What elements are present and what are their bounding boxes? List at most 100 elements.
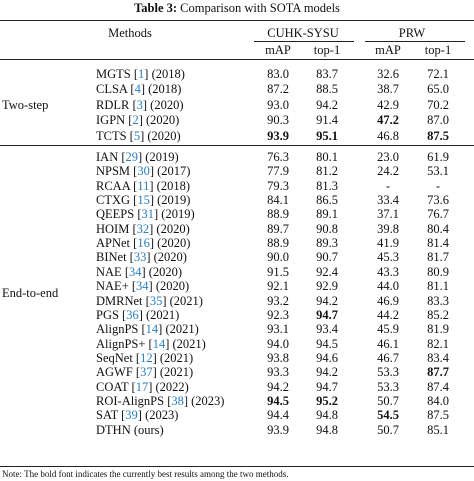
- cell-value: 88.5: [316, 82, 338, 97]
- method-text: SAT [: [96, 408, 126, 423]
- citation: 3: [136, 97, 143, 112]
- method-text: QEEPS [: [96, 207, 142, 222]
- citation: 2: [132, 113, 139, 128]
- method-text: ] (2021): [158, 322, 199, 337]
- cell-value: 37.1: [377, 207, 399, 222]
- citation: 38: [171, 393, 184, 408]
- citation: 4: [134, 82, 141, 97]
- method-name: DMRNet [35] (2021): [96, 294, 203, 308]
- method-text: ] (2022): [148, 379, 189, 394]
- cell-value: 93.9: [267, 128, 289, 143]
- dataset-header: PRW: [398, 26, 426, 40]
- cell-value: 79.3: [267, 178, 289, 193]
- cell-value: 92.4: [316, 264, 338, 279]
- cell-value: 88.9: [267, 236, 289, 251]
- citation: 31: [141, 207, 155, 222]
- method-text: ] (2021): [152, 365, 194, 380]
- cell-value: 84.0: [427, 393, 449, 408]
- cell-value: 94.5: [316, 336, 338, 351]
- cell-value: 65.0: [427, 82, 449, 97]
- method-text: ] (2020): [138, 113, 180, 128]
- cell-value: 87.5: [427, 408, 449, 423]
- cell-value: 94.0: [267, 336, 289, 351]
- method-text: MGTS [: [96, 67, 139, 81]
- cell-value: 94.2: [267, 379, 289, 394]
- citation: 30: [137, 164, 150, 179]
- citation: 34: [128, 264, 142, 279]
- method-name: DTHN (ours): [96, 423, 164, 437]
- cell-value: 87.4: [427, 379, 449, 394]
- cell-value: 76.7: [427, 207, 449, 222]
- method-text: ] (2018): [144, 67, 185, 81]
- method-text: COAT [: [96, 379, 136, 394]
- method-name: IAN [29] (2019): [96, 150, 179, 164]
- cell-value: 23.0: [377, 150, 399, 164]
- method-name: HOIM [32] (2020): [96, 222, 190, 236]
- method-text: HOIM [: [96, 221, 137, 236]
- method-name: RCAA [11] (2018): [96, 179, 190, 193]
- cell-value: 80.1: [316, 150, 338, 164]
- cell-value: 82.1: [427, 336, 449, 351]
- cell-value: 61.9: [427, 150, 449, 164]
- citation: 34: [136, 279, 149, 294]
- cell-value: 41.9: [377, 236, 399, 251]
- cell-value: 80.4: [427, 221, 449, 236]
- cell-value: 83.4: [427, 350, 449, 365]
- cell-value: 95.2: [316, 393, 338, 408]
- citation: 14: [145, 322, 159, 337]
- method-text: ] (2021): [138, 307, 180, 322]
- cell-value: 89.3: [316, 236, 338, 251]
- method-text: ] (2020): [140, 128, 181, 143]
- cell-value: 76.3: [267, 150, 289, 164]
- cell-value: 44.2: [377, 307, 399, 322]
- dataset-header: CUHK-SYSU: [267, 26, 339, 40]
- method-text: ] (2021): [165, 336, 206, 351]
- method-name: COAT [17] (2022): [96, 380, 189, 394]
- cell-value: 50.7: [377, 422, 399, 437]
- method-text: NAE [: [96, 264, 129, 279]
- note: Note: The bold font indicates the curren…: [2, 469, 289, 479]
- cell-value: 38.7: [377, 82, 399, 97]
- method-text: ] (2021): [162, 293, 203, 308]
- method-name: ROI-AlignPS [38] (2023): [96, 394, 224, 408]
- cell-value: 53.3: [377, 379, 399, 394]
- dataset-underline: [254, 41, 354, 42]
- cell-value: 33.4: [377, 193, 399, 208]
- cell-value: 43.3: [377, 264, 399, 279]
- method-name: CLSA [4] (2018): [96, 82, 181, 96]
- method-text: NPSM [: [96, 164, 138, 179]
- cell-value: 46.9: [377, 293, 399, 308]
- cell-value: 39.8: [377, 221, 399, 236]
- method-name: TCTS [5] (2020): [96, 129, 181, 143]
- caption-label: Table 3:: [134, 1, 178, 15]
- method-text: CTXG [: [96, 193, 138, 208]
- cell-value: 84.1: [267, 193, 289, 208]
- cell-value: 87.0: [427, 113, 449, 128]
- cell-value: 53.3: [377, 365, 399, 380]
- bottom-rule: [0, 466, 474, 468]
- cell-value: 81.7: [427, 250, 449, 265]
- cell-value: 83.3: [427, 293, 449, 308]
- cell-value: 92.9: [316, 279, 338, 294]
- cell-value: 32.6: [377, 67, 399, 81]
- method-text: ] (2019): [138, 150, 179, 164]
- cell-value: 93.9: [267, 422, 289, 437]
- cell-value: 93.0: [267, 97, 289, 112]
- method-text: SeqNet [: [96, 350, 141, 365]
- citation: 36: [126, 307, 139, 322]
- cell-value: 93.4: [316, 322, 338, 337]
- cell-value: 94.8: [316, 422, 338, 437]
- top-rule: [0, 20, 474, 22]
- method-name: RDLR [3] (2020): [96, 98, 184, 112]
- cell-value: 47.2: [377, 113, 399, 128]
- cell-value: 93.2: [267, 293, 289, 308]
- cell-value: 87.7: [427, 365, 449, 380]
- method-text: BINet [: [96, 250, 134, 265]
- method-text: ] (2020): [142, 97, 184, 112]
- cell-value: 91.4: [316, 113, 338, 128]
- method-text: ] (2019): [154, 207, 195, 222]
- cell-value: 94.2: [316, 293, 338, 308]
- method-text: ] (2020): [146, 250, 187, 265]
- method-text: PGS [: [96, 307, 127, 322]
